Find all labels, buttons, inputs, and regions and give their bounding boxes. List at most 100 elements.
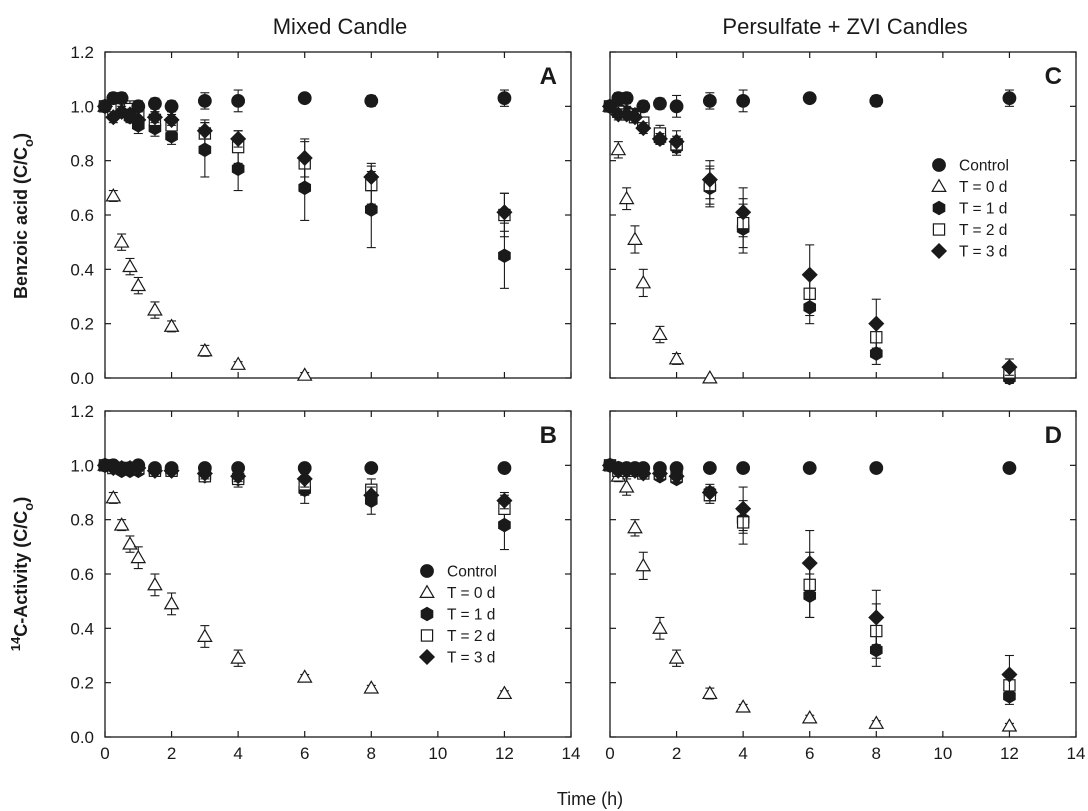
data-point-circle bbox=[114, 91, 129, 106]
data-point-circle bbox=[702, 93, 717, 108]
data-point-hexagon bbox=[298, 180, 312, 196]
data-point-circle bbox=[364, 461, 379, 475]
series-circle bbox=[98, 458, 512, 475]
y-tick-label: 0.6 bbox=[70, 565, 94, 584]
y-axis-label-bottom-text: C-Activity (C/C bbox=[11, 511, 31, 637]
data-point-triangle bbox=[702, 370, 718, 384]
data-point-triangle bbox=[652, 326, 668, 341]
data-point-circle bbox=[497, 461, 512, 475]
data-point-circle bbox=[802, 91, 817, 106]
data-point-hexagon bbox=[165, 128, 178, 144]
data-point-circle bbox=[636, 461, 651, 475]
data-point-hexagon bbox=[498, 517, 511, 533]
data-point-diamond bbox=[230, 468, 247, 485]
panel-C: C Control T = 0 d T = 1 d T = 2 d T = 3 d bbox=[601, 51, 1077, 386]
data-point-hexagon bbox=[231, 161, 245, 177]
y-axis-label-top-sub: o bbox=[21, 139, 36, 147]
data-point-diamond bbox=[296, 149, 313, 166]
legend-label: T = 3 d bbox=[959, 244, 1007, 261]
data-point-circle bbox=[653, 96, 667, 111]
data-point-triangle bbox=[197, 342, 213, 357]
legend-label: Control bbox=[447, 564, 497, 581]
data-point-diamond bbox=[130, 111, 147, 128]
y-tick-label: 0.8 bbox=[70, 511, 94, 530]
legend-marker-hexagon bbox=[932, 200, 946, 216]
legend-marker-diamond bbox=[418, 648, 436, 666]
panel-letter: D bbox=[1045, 422, 1062, 449]
data-point-diamond bbox=[496, 204, 513, 221]
data-point-diamond bbox=[363, 487, 380, 504]
data-point-circle bbox=[869, 93, 884, 108]
data-point-triangle bbox=[230, 356, 246, 370]
data-point-triangle bbox=[113, 517, 130, 531]
y-tick-label: 1.2 bbox=[70, 43, 94, 62]
data-point-circle bbox=[131, 99, 146, 114]
data-point-triangle bbox=[296, 367, 313, 381]
y-tick-label: 0.2 bbox=[70, 315, 94, 334]
y-axis-label-bottom: 14C-Activity (C/Co) bbox=[8, 497, 36, 651]
data-point-circle bbox=[197, 93, 212, 108]
data-point-diamond bbox=[496, 492, 513, 509]
data-point-triangle bbox=[702, 685, 718, 700]
data-point-triangle bbox=[668, 350, 685, 365]
legend-label: T = 1 d bbox=[959, 201, 1007, 218]
legend-marker-square bbox=[420, 629, 434, 642]
legend-label: T = 2 d bbox=[959, 222, 1007, 239]
panel-letter: B bbox=[540, 422, 557, 449]
data-point-triangle bbox=[635, 557, 652, 572]
data-point-triangle bbox=[113, 234, 130, 248]
data-point-triangle bbox=[122, 258, 138, 273]
y-axis-label-top: Benzoic acid (C/Co) bbox=[11, 133, 36, 299]
legend: Control T = 0 d T = 1 d T = 2 d T = 3 d bbox=[930, 158, 1009, 261]
data-point-diamond bbox=[196, 122, 213, 139]
panel-letter: C bbox=[1045, 63, 1062, 90]
data-point-triangle bbox=[130, 277, 147, 292]
data-point-circle bbox=[669, 461, 684, 475]
data-point-circle bbox=[702, 461, 717, 475]
x-tick-label: 0 bbox=[100, 744, 109, 763]
data-point-triangle bbox=[652, 620, 668, 634]
series-diamond bbox=[601, 457, 1018, 695]
data-point-circle bbox=[164, 461, 179, 475]
series-circle bbox=[603, 89, 1017, 118]
data-point-diamond bbox=[296, 470, 313, 487]
data-point-circle bbox=[197, 461, 212, 475]
legend-marker-circle bbox=[420, 564, 434, 578]
data-point-circle bbox=[497, 91, 512, 106]
legend-marker-hexagon bbox=[420, 606, 434, 622]
data-point-diamond bbox=[1001, 666, 1018, 683]
x-tick-label: 8 bbox=[872, 744, 881, 763]
data-point-triangle bbox=[801, 709, 818, 724]
data-point-circle bbox=[636, 99, 651, 114]
panel-B: 0 2 4 6 8 10 12 14 0.0 0.2 0.4 0.6 0.8 1.0 1.2 B Control… bbox=[70, 402, 580, 763]
data-point-hexagon bbox=[198, 142, 212, 158]
x-tick-label: 2 bbox=[167, 744, 176, 763]
y-tick-label: 0.8 bbox=[70, 152, 94, 171]
panel-A: 0.0 0.2 0.4 0.6 0.8 1.0 1.2 A bbox=[70, 43, 572, 388]
data-point-triangle bbox=[130, 549, 147, 564]
y-tick-label: 0.0 bbox=[70, 369, 94, 388]
legend-label: T = 0 d bbox=[959, 179, 1007, 196]
data-point-diamond bbox=[701, 171, 718, 188]
data-point-circle bbox=[148, 96, 162, 111]
data-point-diamond bbox=[701, 484, 718, 501]
x-tick-label: 12 bbox=[1000, 744, 1019, 763]
data-point-diamond bbox=[363, 168, 380, 186]
x-tick-label: 10 bbox=[428, 744, 447, 763]
data-point-circle bbox=[1002, 91, 1017, 106]
data-point-triangle bbox=[363, 680, 380, 694]
data-point-circle bbox=[148, 461, 162, 475]
x-tick-label: 4 bbox=[738, 744, 747, 763]
data-point-circle bbox=[603, 99, 617, 114]
column-title-right: Persulfate + ZVI Candles bbox=[722, 14, 967, 39]
y-tick-label: 1.0 bbox=[70, 456, 94, 475]
data-point-circle bbox=[164, 99, 179, 114]
data-point-triangle bbox=[668, 650, 685, 664]
data-point-circle bbox=[98, 99, 112, 114]
x-tick-label: 0 bbox=[605, 744, 614, 763]
legend-marker-diamond bbox=[930, 242, 948, 260]
series-diamond bbox=[96, 98, 513, 232]
data-point-diamond bbox=[801, 555, 818, 572]
data-point-circle bbox=[736, 461, 751, 475]
y-tick-label: 0.0 bbox=[70, 728, 94, 747]
